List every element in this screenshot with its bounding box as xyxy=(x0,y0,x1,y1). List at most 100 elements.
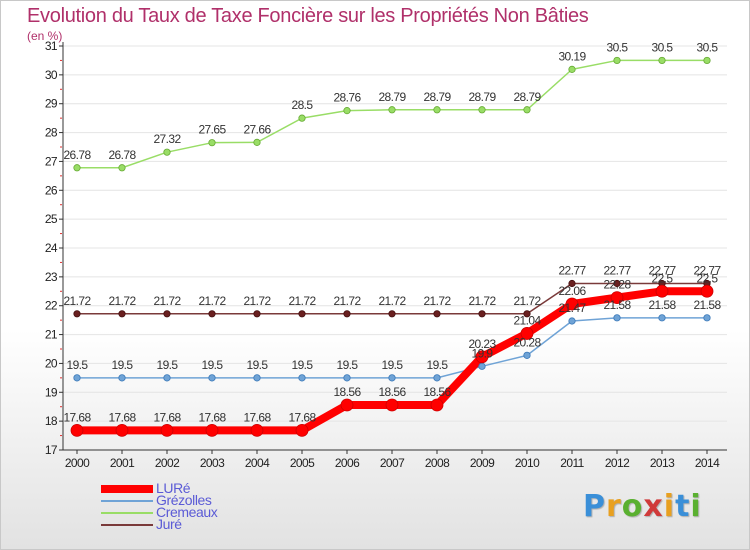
y-tick-label: 31 xyxy=(45,39,58,53)
data-label: 21.72 xyxy=(63,294,91,308)
x-tick-label: 2009 xyxy=(470,456,495,470)
y-tick-label: 21 xyxy=(45,328,58,342)
x-tick-label: 2007 xyxy=(380,456,405,470)
data-label: 27.65 xyxy=(198,123,226,137)
data-point xyxy=(520,327,534,340)
data-label: 21.72 xyxy=(468,294,496,308)
data-point xyxy=(388,374,396,382)
data-point xyxy=(253,310,261,318)
data-point xyxy=(343,310,351,318)
data-point xyxy=(478,310,486,318)
data-label: 21.72 xyxy=(513,294,541,308)
legend-label: Grézolles xyxy=(156,492,212,508)
x-tick-label: 2001 xyxy=(110,456,135,470)
legend-item: Grézolles xyxy=(101,492,301,508)
data-point xyxy=(298,114,306,122)
data-label: 21.58 xyxy=(693,298,721,312)
data-point xyxy=(658,314,666,322)
data-label: 28.79 xyxy=(423,90,451,104)
data-point xyxy=(703,314,711,322)
data-point xyxy=(388,310,396,318)
x-tick-label: 2000 xyxy=(65,456,90,470)
y-tick-label: 20 xyxy=(45,356,58,370)
chart-title: Evolution du Taux de Taxe Foncière sur l… xyxy=(27,5,589,27)
legend-label: Juré xyxy=(156,516,182,532)
x-tick-label: 2002 xyxy=(155,456,180,470)
legend-swatch xyxy=(101,485,153,493)
data-point xyxy=(208,374,216,382)
data-point xyxy=(568,65,576,73)
data-label: 21.72 xyxy=(423,294,451,308)
data-label: 18.56 xyxy=(333,385,361,399)
data-label: 28.79 xyxy=(468,90,496,104)
y-tick-label: 24 xyxy=(45,241,58,255)
data-point xyxy=(118,374,126,382)
data-point xyxy=(160,423,174,437)
data-label: 19.5 xyxy=(382,358,404,372)
data-point xyxy=(433,374,441,382)
data-label: 21.47 xyxy=(558,301,586,315)
data-label: 21.58 xyxy=(648,298,676,312)
data-point xyxy=(298,374,306,382)
proxiti-logo: Proxiti xyxy=(583,489,702,524)
data-label: 28.79 xyxy=(513,90,541,104)
data-label: 19.5 xyxy=(157,358,179,372)
data-label: 17.68 xyxy=(108,410,136,424)
data-point xyxy=(295,423,309,437)
x-tick-label: 2010 xyxy=(515,456,540,470)
x-tick-label: 2011 xyxy=(560,456,584,470)
data-label: 21.04 xyxy=(513,313,541,327)
y-tick-label: 23 xyxy=(45,270,58,284)
data-point xyxy=(388,106,396,114)
data-label: 30.5 xyxy=(697,40,719,54)
data-label: 19.5 xyxy=(112,358,134,372)
data-label: 22.5 xyxy=(652,271,674,285)
x-tick-label: 2008 xyxy=(425,456,450,470)
data-label: 21.72 xyxy=(333,294,361,308)
data-label: 22.28 xyxy=(603,278,631,292)
data-label: 17.68 xyxy=(243,410,271,424)
data-point xyxy=(700,284,714,298)
chart-legend: LURé Grézolles Cremeaux Juré xyxy=(101,480,301,532)
data-label: 19.5 xyxy=(67,358,89,372)
data-point xyxy=(568,317,576,325)
data-label: 26.78 xyxy=(63,148,91,162)
data-point xyxy=(523,310,531,318)
data-point xyxy=(298,310,306,318)
x-tick-label: 2006 xyxy=(335,456,360,470)
data-label: 17.68 xyxy=(288,410,316,424)
data-point xyxy=(253,374,261,382)
data-label: 18.56 xyxy=(423,385,451,399)
data-label: 21.58 xyxy=(603,298,631,312)
x-tick-label: 2003 xyxy=(200,456,225,470)
series-line-Cremeaux xyxy=(76,59,708,169)
data-point xyxy=(430,398,444,412)
y-tick-label: 29 xyxy=(45,97,58,111)
data-point xyxy=(613,314,621,322)
data-point xyxy=(433,106,441,114)
data-point xyxy=(70,423,84,437)
data-label: 27.66 xyxy=(243,122,271,136)
data-point xyxy=(475,350,489,364)
data-point xyxy=(250,423,264,437)
data-point xyxy=(703,56,711,65)
legend-label: Cremeaux xyxy=(156,504,218,520)
data-label: 28.5 xyxy=(292,98,314,112)
data-label: 22.77 xyxy=(648,263,676,277)
data-point xyxy=(118,310,126,318)
data-label: 18.56 xyxy=(378,385,406,399)
data-label: 21.72 xyxy=(288,294,316,308)
y-tick-label: 28 xyxy=(45,126,58,140)
data-label: 19.9 xyxy=(472,346,494,360)
data-point xyxy=(433,310,441,318)
x-tick-label: 2014 xyxy=(695,456,720,470)
x-tick-label: 2004 xyxy=(245,456,270,470)
data-point xyxy=(568,279,576,288)
data-label: 17.68 xyxy=(63,410,91,424)
legend-swatch xyxy=(101,512,153,514)
y-tick-label: 27 xyxy=(45,154,58,168)
data-point xyxy=(208,310,216,318)
data-label: 20.28 xyxy=(513,335,541,349)
x-tick-label: 2012 xyxy=(605,456,630,470)
data-point xyxy=(118,164,126,172)
